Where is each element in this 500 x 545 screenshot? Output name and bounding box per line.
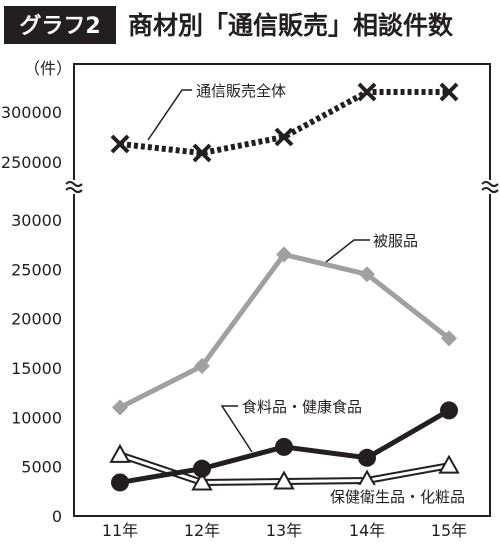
data-point [192,143,212,163]
y-tick-label: 20000 [11,310,62,329]
data-point [357,82,377,102]
x-tick-label: 15年 [431,521,467,540]
x-tick-label: 14年 [349,521,385,540]
axis-break-mask [480,180,500,194]
axis-break-squiggle [65,181,83,193]
plot-frame [73,63,491,517]
data-point [194,358,210,375]
x-axis-ticks: 11年 12年 13年 14年 15年 [102,521,467,540]
annotation-label-bg [326,485,488,507]
annotation-cosmetics: 保健衛生品・化粧品 [326,485,488,507]
chart-title: 商材別「通信販売」相談件数 [128,11,454,40]
y-tick-label: 30000 [11,211,62,230]
data-point [359,266,375,283]
y-tick-label: 25000 [11,260,62,279]
series-layer [109,82,460,492]
data-point [276,246,292,263]
y-tick-label: 10000 [11,408,62,427]
annotation-clothing: 被服品 [325,232,418,263]
annotation-food: 食料品・健康食品 [220,398,362,453]
axis-break-squiggle [481,181,499,193]
annotation-leader [220,405,253,453]
data-point [440,401,458,420]
annotation-leader [147,89,192,141]
data-point [112,399,128,416]
header-badge: グラフ2 [19,13,100,39]
data-point [191,471,213,491]
header-badge-bg [4,6,116,44]
series-line [118,252,451,410]
x-tick-label: 13年 [266,521,302,540]
annotation-label: 被服品 [373,232,418,250]
data-point [275,437,293,456]
annotation-label: 通信販売全体 [196,82,286,100]
data-point [439,82,459,102]
data-point [193,459,211,478]
y-unit-label: （件） [24,59,72,78]
y-tick-label: 5000 [21,458,62,477]
axis-break-mask [64,180,84,194]
data-point [273,470,295,490]
chart-header: グラフ2 商材別「通信販売」相談件数 [4,6,454,44]
annotation-total: 通信販売全体 [147,82,286,141]
annotation-label: 食料品・健康食品 [242,398,362,416]
x-tick-label: 11年 [102,521,138,540]
series-1 [112,246,457,416]
data-point [109,443,131,463]
data-point [111,473,129,492]
data-point [441,330,457,347]
x-tick-label: 12年 [184,521,220,540]
y-tick-label: 0 [52,507,62,526]
axis-break-right [480,180,500,194]
axis-break-left [64,180,84,194]
series-2 [111,401,458,492]
data-point [438,454,460,474]
annotation-leader [325,239,370,263]
data-point [358,448,376,467]
y-tick-label: 15000 [11,359,62,378]
series-0 [110,82,459,163]
y-tick-label: 300000 [1,103,62,122]
annotation-label: 保健衛生品・化粧品 [330,488,465,506]
data-point [110,134,130,154]
lower-axis-ticks: 30000 25000 20000 15000 10000 5000 0 [11,211,62,526]
y-tick-label: 250000 [1,153,62,172]
upper-axis-ticks: 300000 250000 [1,103,62,172]
data-point [274,127,294,147]
series-line [119,89,449,157]
